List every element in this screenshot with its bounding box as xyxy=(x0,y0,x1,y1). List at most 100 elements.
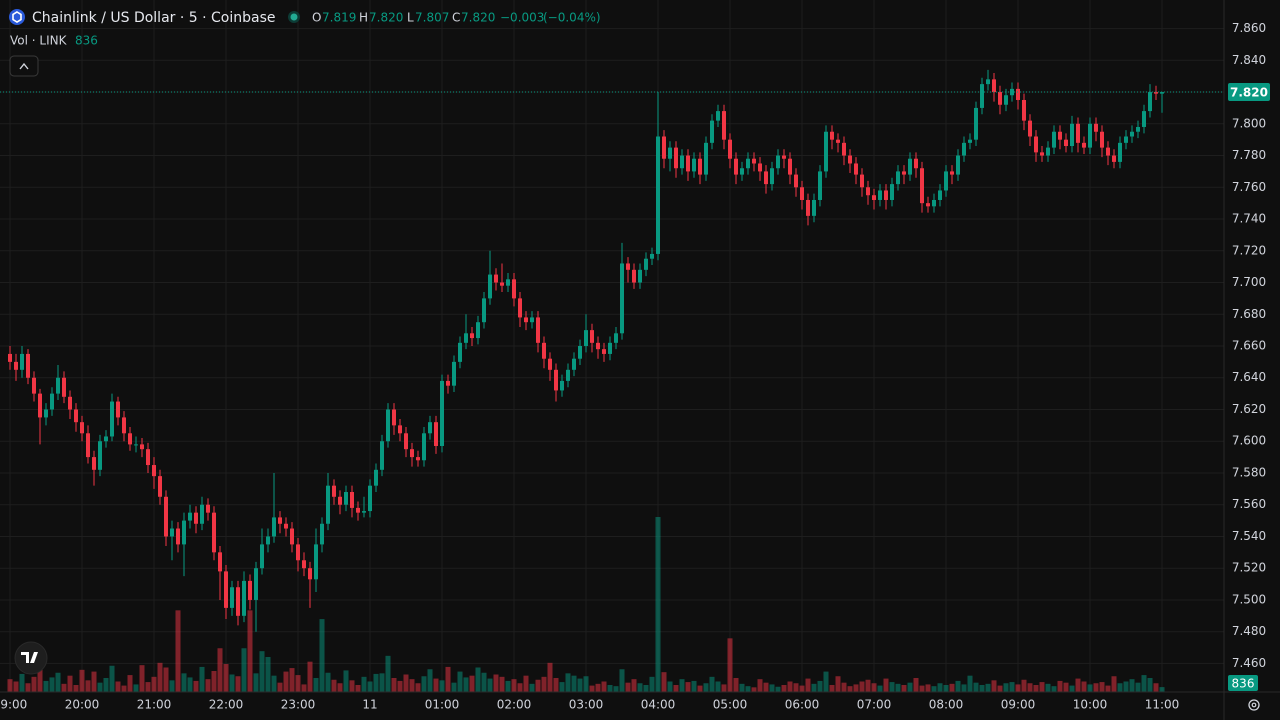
volume-bar xyxy=(559,682,565,692)
volume-bar xyxy=(1099,682,1105,692)
volume-bar xyxy=(961,684,967,692)
candle-body xyxy=(866,187,870,196)
candle-body xyxy=(284,523,288,529)
volume-bar xyxy=(115,681,121,692)
candle-body xyxy=(392,409,396,426)
candle-body xyxy=(290,528,294,545)
candle-body xyxy=(746,158,750,169)
x-tick-label: 23:00 xyxy=(281,698,316,712)
volume-bar xyxy=(715,681,721,692)
volume-bar xyxy=(325,672,331,692)
volume-bar xyxy=(841,682,847,692)
candle-body xyxy=(734,158,738,175)
candle-body xyxy=(44,409,48,418)
candle-body xyxy=(14,361,18,370)
candle-body xyxy=(968,139,972,143)
volume-bar xyxy=(127,675,133,692)
last-volume-label: 836 xyxy=(1232,677,1255,691)
open-label: O xyxy=(312,11,321,25)
candle-body xyxy=(272,517,276,537)
volume-bar xyxy=(25,683,31,692)
volume-bar xyxy=(1147,678,1153,692)
volume-bar xyxy=(385,655,391,692)
candle-body xyxy=(362,511,366,513)
candle-body xyxy=(242,580,246,616)
candle-body xyxy=(974,107,978,140)
y-tick-label: 7.560 xyxy=(1232,497,1266,511)
volume-bar xyxy=(661,672,667,692)
candle-body xyxy=(428,422,432,434)
collapse-button[interactable] xyxy=(9,55,39,77)
volume-bar xyxy=(1045,683,1051,692)
logo[interactable] xyxy=(14,641,48,675)
candle-body xyxy=(1088,123,1092,148)
volume-bar xyxy=(685,682,691,692)
candle-body xyxy=(860,174,864,188)
candle-body xyxy=(1136,126,1140,132)
candle-body xyxy=(494,274,498,283)
x-tick-label: 06:00 xyxy=(785,698,820,712)
candle-body xyxy=(110,401,114,437)
volume-bar xyxy=(337,683,343,692)
settings-icon-center xyxy=(1251,702,1257,708)
volume-bar xyxy=(283,671,289,692)
volume-bar xyxy=(607,685,613,692)
candle-body xyxy=(182,520,186,545)
candle-body xyxy=(26,353,30,378)
volume-bar xyxy=(1057,680,1063,692)
candle-body xyxy=(1094,123,1098,132)
volume-bar xyxy=(475,667,481,692)
volume-bar xyxy=(103,678,109,692)
volume-bar xyxy=(31,676,37,692)
volume-bar xyxy=(733,678,739,692)
candle-body xyxy=(80,422,84,434)
candle-body xyxy=(470,333,474,339)
candle-body xyxy=(194,512,198,524)
y-tick-label: 7.800 xyxy=(1232,116,1266,130)
candle-body xyxy=(548,358,552,370)
candle-body xyxy=(932,199,936,207)
candle-body xyxy=(752,158,756,164)
y-tick-label: 7.740 xyxy=(1232,212,1266,226)
volume-bar xyxy=(301,684,307,692)
collapse-icon xyxy=(19,62,29,70)
volume-bar xyxy=(523,675,529,692)
volume-bar xyxy=(1027,683,1033,692)
candle-body xyxy=(476,322,480,339)
y-tick-label: 7.620 xyxy=(1232,402,1266,416)
candle-body xyxy=(344,492,348,505)
candle-body xyxy=(920,168,924,204)
candle-body xyxy=(1076,123,1080,143)
candle-body xyxy=(1100,131,1104,148)
candle-body xyxy=(632,269,636,283)
x-tick-label: 08:00 xyxy=(929,698,964,712)
settings-button[interactable] xyxy=(1248,699,1260,711)
volume-bar xyxy=(571,675,577,692)
volume-title: Vol · LINK xyxy=(10,34,68,48)
volume-bar xyxy=(469,675,475,692)
candle-body xyxy=(662,136,666,159)
candle-body xyxy=(758,163,762,172)
low-value: 7.807 xyxy=(415,11,449,25)
symbol-title[interactable]: Chainlink / US Dollar · 5 · Coinbase xyxy=(32,10,276,26)
volume-bar xyxy=(709,676,715,692)
y-tick-label: 7.780 xyxy=(1232,148,1266,162)
x-tick-label: 03:00 xyxy=(569,698,604,712)
volume-bar xyxy=(931,686,937,692)
candle-body xyxy=(452,361,456,386)
y-tick-label: 7.580 xyxy=(1232,465,1266,479)
candle-body xyxy=(158,476,162,497)
candle-body xyxy=(440,380,444,446)
candle-body xyxy=(188,512,192,521)
candle-body xyxy=(908,158,912,175)
volume-bar xyxy=(277,682,283,692)
volume-bar xyxy=(595,683,601,692)
volume-bar xyxy=(1117,683,1123,692)
candle-body xyxy=(458,342,462,362)
candle-body xyxy=(1154,92,1158,94)
volume-bar xyxy=(877,685,883,692)
candle-body xyxy=(812,199,816,216)
volume-bar xyxy=(193,680,199,692)
candle-body xyxy=(890,184,894,200)
candle-body xyxy=(1052,131,1056,148)
